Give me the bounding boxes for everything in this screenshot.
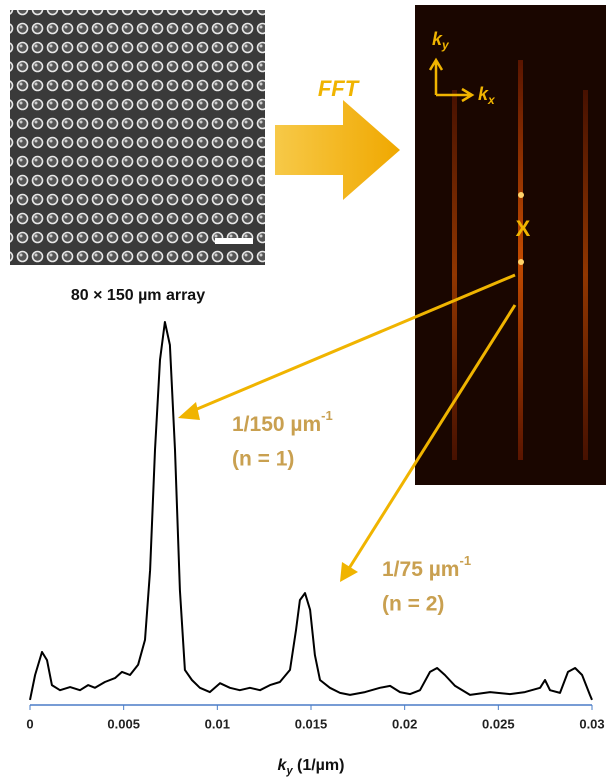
origin-marker: X [516, 216, 531, 241]
ky-sub: y [441, 38, 450, 52]
annotation-text: 1/150 µm [232, 413, 321, 436]
annotation-sup: -1 [459, 553, 471, 568]
axis-unit: (1/µm) [293, 757, 345, 774]
peak-order: (n = 2) [382, 593, 444, 616]
fft-streak [583, 90, 588, 460]
fft-spot [518, 259, 524, 265]
fft-streak [452, 90, 457, 460]
annotation-sup: -1 [321, 408, 333, 423]
annotation-text: 1/75 µm [382, 558, 459, 581]
peak-annotation: 1/75 µm-1 [382, 553, 471, 580]
peak-annotation: 1/150 µm-1 [232, 408, 333, 435]
x-tick-label: 0 [26, 716, 33, 731]
axis-symbol: k [278, 757, 288, 774]
fft-spot [518, 192, 524, 198]
x-tick-label: 0.005 [107, 716, 140, 731]
arrow-head [178, 402, 200, 420]
kx-label: kx [478, 84, 496, 107]
axis-sub: y [285, 765, 293, 777]
fft-label: FFT [318, 76, 360, 101]
x-axis-label: ky (1/µm) [278, 757, 345, 777]
fft-arrow [275, 100, 400, 200]
k-axes [428, 57, 475, 103]
micrograph [10, 10, 265, 265]
x-tick-label: 0.015 [295, 716, 328, 731]
pointer-arrow [346, 304, 517, 571]
kx-symbol: k [478, 84, 489, 104]
scale-bar [215, 238, 253, 244]
x-tick-label: 0.03 [579, 716, 604, 731]
kx-sub: x [487, 93, 496, 107]
x-tick-label: 0.025 [482, 716, 515, 731]
profile-line [29, 321, 593, 701]
arrow-head [340, 562, 358, 582]
x-tick-label: 0.02 [392, 716, 417, 731]
ky-label: ky [432, 29, 450, 52]
peak-order: (n = 1) [232, 448, 294, 471]
fft-image [415, 5, 606, 485]
ky-symbol: k [432, 29, 443, 49]
pointer-arrow [189, 273, 516, 414]
image-caption: 80 × 150 µm array [71, 287, 205, 304]
x-tick-label: 0.01 [205, 716, 230, 731]
